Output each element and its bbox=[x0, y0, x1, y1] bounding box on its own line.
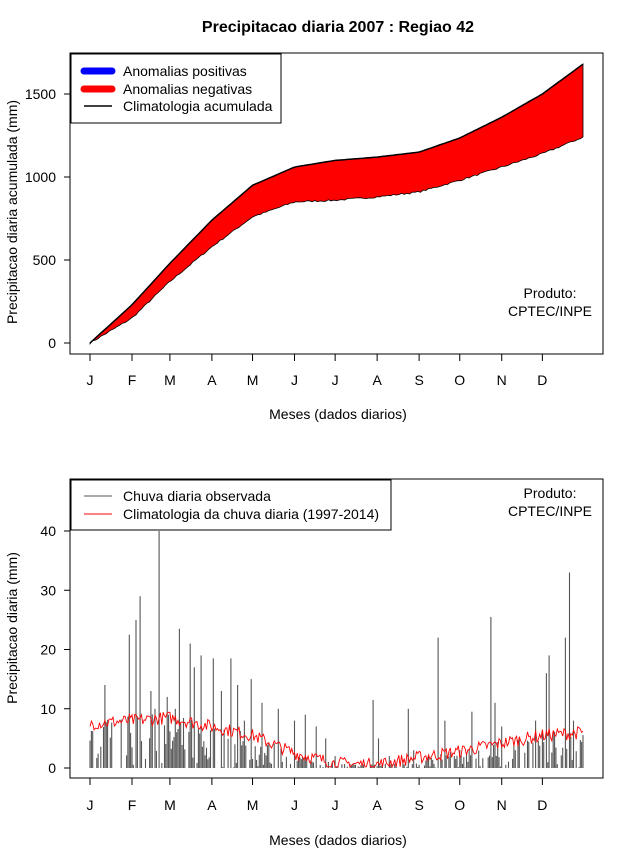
y-tick-label: 1500 bbox=[25, 86, 56, 102]
legend-label-positive: Anomalias positivas bbox=[123, 63, 247, 79]
x-tick-label: D bbox=[537, 372, 547, 388]
y-tick-label: 30 bbox=[40, 582, 56, 598]
y-tick-label: 0 bbox=[48, 335, 56, 351]
cumulative-x-axis-label: Meses (dados diarios) bbox=[269, 406, 407, 422]
x-tick-label: S bbox=[414, 797, 423, 813]
x-tick-label: F bbox=[128, 797, 137, 813]
chart-title: Precipitacao diaria 2007 : Regiao 42 bbox=[202, 19, 474, 36]
y-tick-label: 10 bbox=[40, 701, 56, 717]
cumulative-y-axis: 0 500 1000 1500 bbox=[25, 86, 71, 351]
climatology-daily-line bbox=[89, 711, 584, 769]
daily-y-axis-label: Precipitacao diaria (mm) bbox=[4, 552, 20, 704]
x-tick-label: M bbox=[247, 372, 259, 388]
x-tick-label: J bbox=[332, 372, 339, 388]
daily-y-axis: 0 10 20 30 40 bbox=[40, 523, 71, 776]
observed-rain-bars bbox=[89, 531, 584, 768]
x-tick-label: O bbox=[454, 372, 465, 388]
x-tick-label: N bbox=[497, 797, 507, 813]
daily-panel: 0 10 20 30 40 J F M A M J J A S O N D Meses (dados diar… bbox=[4, 478, 604, 848]
x-tick-label: A bbox=[207, 797, 217, 813]
x-tick-label: J bbox=[291, 797, 298, 813]
x-tick-label: D bbox=[537, 797, 547, 813]
x-tick-label: F bbox=[128, 372, 137, 388]
product-label-line2-daily: CPTEC/INPE bbox=[508, 503, 592, 519]
cumulative-y-axis-label: Precipitacao diaria acumulada (mm) bbox=[4, 100, 20, 324]
x-tick-label: J bbox=[87, 797, 94, 813]
legend-label-climatology-daily: Climatologia da chuva diaria (1997-2014) bbox=[123, 506, 379, 522]
x-tick-label: O bbox=[454, 797, 465, 813]
x-tick-label: A bbox=[207, 372, 217, 388]
x-tick-label: M bbox=[164, 797, 176, 813]
product-label-line2: CPTEC/INPE bbox=[508, 303, 592, 319]
x-tick-label: J bbox=[291, 372, 298, 388]
product-label-line1-daily: Produto: bbox=[524, 485, 577, 501]
daily-legend-box bbox=[70, 479, 392, 531]
legend-label-negative: Anomalias negativas bbox=[123, 81, 252, 97]
y-tick-label: 0 bbox=[48, 760, 56, 776]
product-label-line1: Produto: bbox=[524, 285, 577, 301]
y-tick-label: 40 bbox=[40, 523, 56, 539]
x-tick-label: J bbox=[87, 372, 94, 388]
legend-label-observed: Chuva diaria observada bbox=[123, 488, 271, 504]
x-tick-label: A bbox=[372, 372, 382, 388]
y-tick-label: 500 bbox=[33, 252, 57, 268]
x-tick-label: M bbox=[247, 797, 259, 813]
x-tick-label: A bbox=[372, 797, 382, 813]
x-tick-label: N bbox=[497, 372, 507, 388]
legend-label-climatology: Climatologia acumulada bbox=[123, 98, 273, 114]
y-tick-label: 20 bbox=[40, 642, 56, 658]
daily-legend: Chuva diaria observada Climatologia da c… bbox=[70, 479, 392, 531]
x-tick-label: J bbox=[332, 797, 339, 813]
daily-x-axis-label: Meses (dados diarios) bbox=[269, 832, 407, 848]
x-tick-label: M bbox=[164, 372, 176, 388]
climatology-cumulative-line bbox=[89, 63, 584, 344]
cumulative-panel: 0 500 1000 1500 J F M A M J J A S O N D Meses (dados d… bbox=[4, 52, 604, 422]
y-tick-label: 1000 bbox=[25, 169, 56, 185]
x-tick-label: S bbox=[414, 372, 423, 388]
cumulative-legend: Anomalias positivas Anomalias negativas … bbox=[70, 53, 282, 124]
